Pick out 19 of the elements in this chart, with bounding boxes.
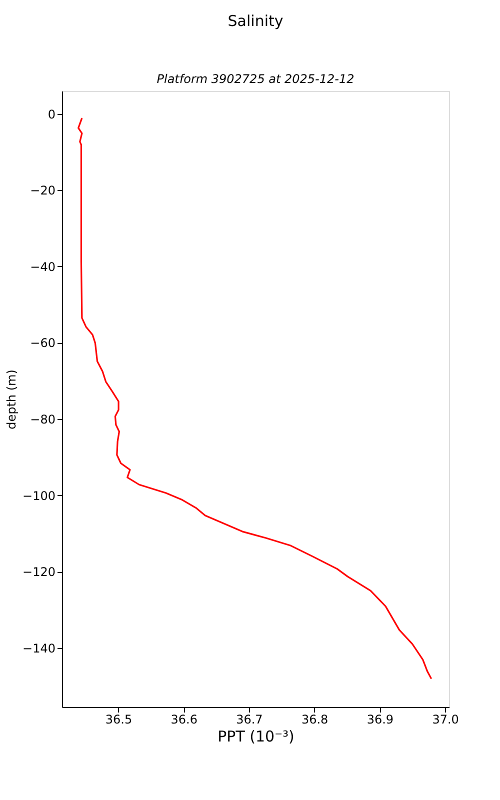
x-tick-label: 36.9 (366, 712, 394, 726)
y-tick-label: −20 (30, 184, 56, 198)
x-tick-label: 36.6 (170, 712, 198, 726)
y-tick-label: −60 (30, 336, 56, 350)
y-tick-label: −80 (30, 412, 56, 427)
y-tick-label: −100 (22, 488, 56, 503)
y-tick-label: −140 (22, 641, 56, 656)
y-tick-label: −40 (30, 260, 56, 274)
y-axis-title: depth (m) (4, 370, 19, 430)
x-tick-label: 37.0 (432, 712, 459, 726)
x-tick-label: 36.7 (236, 712, 263, 726)
chart-title: Salinity (228, 12, 284, 30)
x-tick-label: 36.8 (301, 712, 328, 726)
line-series (78, 117, 432, 680)
y-tick-label: 0 (48, 107, 56, 122)
chart-subtitle: Platform 3902725 at 2025-12-12 (156, 72, 354, 86)
x-tick-label: 36.5 (105, 712, 132, 726)
x-axis-title: PPT (10⁻³) (218, 728, 294, 746)
y-tick-label: −120 (22, 565, 56, 580)
